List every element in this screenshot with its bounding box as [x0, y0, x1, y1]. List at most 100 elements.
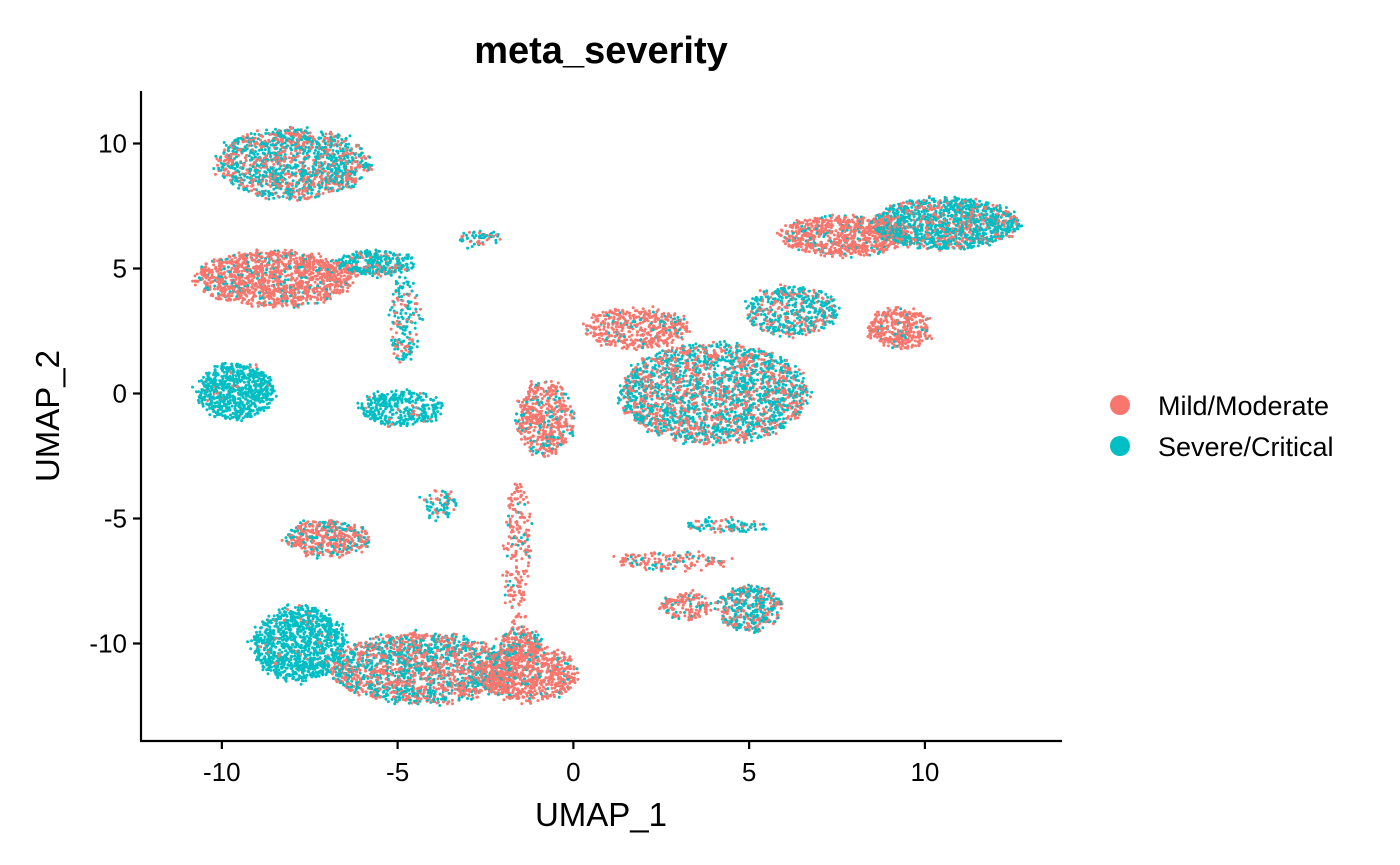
scatter-point	[391, 292, 395, 296]
scatter-point	[341, 185, 345, 189]
scatter-point	[602, 325, 606, 329]
scatter-point	[292, 285, 296, 289]
scatter-point	[321, 553, 325, 557]
scatter-point	[392, 300, 396, 304]
scatter-point	[393, 667, 397, 671]
scatter-point	[612, 330, 616, 334]
scatter-point	[526, 564, 530, 568]
scatter-point	[274, 637, 278, 640]
scatter-point	[247, 154, 251, 158]
scatter-point	[353, 691, 357, 694]
scatter-point	[337, 623, 341, 627]
scatter-point	[554, 395, 558, 399]
scatter-point	[509, 536, 513, 540]
scatter-point	[524, 553, 528, 556]
scatter-point	[290, 272, 294, 276]
scatter-point	[372, 392, 376, 396]
scatter-point	[436, 410, 440, 414]
scatter-point	[356, 643, 359, 647]
scatter-point	[563, 413, 567, 417]
scatter-point	[317, 190, 321, 194]
scatter-point	[346, 645, 350, 649]
scatter-point	[550, 686, 554, 690]
scatter-point	[254, 150, 257, 154]
scatter-point	[402, 325, 406, 329]
scatter-point	[719, 436, 723, 440]
scatter-point	[391, 671, 395, 675]
scatter-point	[271, 280, 275, 284]
scatter-point	[245, 153, 249, 157]
scatter-point	[401, 258, 405, 262]
scatter-point	[313, 667, 317, 671]
scatter-point	[224, 367, 228, 371]
scatter-point	[318, 629, 322, 633]
scatter-point	[407, 301, 411, 305]
scatter-point	[527, 528, 531, 532]
scatter-point	[549, 394, 552, 398]
scatter-point	[260, 184, 264, 188]
scatter-point	[654, 316, 658, 320]
scatter-point	[354, 156, 358, 160]
scatter-point	[357, 693, 361, 697]
scatter-point	[257, 300, 261, 304]
scatter-point	[247, 144, 251, 148]
scatter-point	[677, 328, 681, 332]
scatter-point	[340, 633, 344, 637]
scatter-point	[396, 354, 399, 358]
scatter-point	[311, 165, 315, 169]
scatter-point	[589, 331, 593, 335]
scatter-point	[541, 434, 545, 437]
scatter-point	[520, 578, 524, 582]
scatter-point	[248, 368, 252, 372]
scatter-point	[673, 332, 677, 336]
scatter-point	[275, 298, 279, 302]
scatter-point	[376, 390, 380, 394]
scatter-point	[283, 248, 287, 252]
scatter-point	[333, 288, 337, 292]
scatter-point	[606, 342, 610, 346]
scatter-point	[476, 641, 480, 645]
scatter-point	[541, 689, 544, 692]
scatter-point	[354, 250, 358, 254]
scatter-point	[439, 662, 442, 666]
scatter-point	[407, 315, 411, 319]
scatter-point	[245, 175, 249, 179]
scatter-point	[278, 611, 282, 614]
scatter-point	[676, 316, 680, 319]
scatter-point	[342, 683, 346, 687]
scatter-point	[519, 536, 523, 540]
scatter-point	[312, 137, 316, 141]
scatter-point	[347, 159, 351, 163]
scatter-point	[399, 312, 403, 315]
scatter-point	[384, 697, 388, 701]
scatter-point	[304, 604, 308, 607]
scatter-point	[263, 300, 267, 304]
scatter-point	[249, 132, 253, 136]
scatter-point	[526, 519, 530, 523]
scatter-point	[736, 364, 739, 368]
scatter-point	[457, 640, 461, 644]
scatter-point	[526, 674, 530, 678]
scatter-point	[417, 313, 421, 317]
scatter-point	[436, 515, 440, 519]
scatter-point	[404, 348, 408, 352]
scatter-point	[212, 263, 216, 267]
scatter-point	[418, 317, 422, 321]
scatter-point	[267, 406, 271, 409]
scatter-point	[338, 187, 342, 191]
scatter-point	[552, 677, 555, 681]
scatter-point	[296, 198, 299, 202]
scatter-point	[269, 378, 273, 382]
scatter-point	[576, 671, 579, 675]
scatter-point	[433, 690, 437, 694]
scatter-point	[308, 653, 312, 657]
scatter-point	[550, 683, 553, 687]
scatter-point	[267, 175, 270, 179]
scatter-point	[450, 689, 454, 692]
scatter-point	[331, 148, 335, 152]
scatter-point	[390, 390, 394, 394]
scatter-point	[566, 662, 569, 666]
scatter-point	[518, 500, 522, 504]
scatter-point	[391, 686, 395, 690]
